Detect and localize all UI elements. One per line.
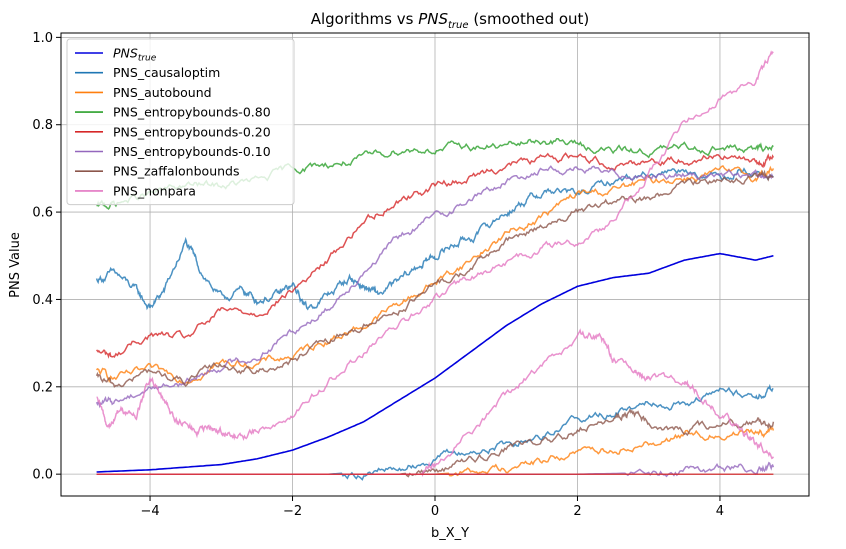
series-line-pns-nonpara	[96, 50, 774, 441]
legend-entry: PNS_entropybounds-0.80	[113, 105, 271, 120]
series-line-lower-bound	[96, 408, 775, 478]
legend-entry: PNS_nonpara	[113, 183, 196, 198]
series-line-lower-bound	[96, 425, 775, 477]
series-line-pns-entropybounds-0-10	[95, 165, 774, 409]
y-axis-label: PNS Value	[8, 232, 23, 298]
series-line-pns-zaffalonbounds	[95, 169, 774, 388]
series-line-pns-true	[96, 252, 774, 473]
series-line-pns-causaloptim	[95, 167, 774, 311]
y-axis-ticks: 0.0 0.2 0.4 0.6 0.8 1.0	[32, 31, 61, 483]
legend-box	[66, 38, 295, 206]
series-line-pns-entropybounds-0-20	[96, 152, 775, 359]
legend-entry: PNS_causaloptim	[113, 65, 220, 80]
x-axis-label: b_X_Y	[431, 526, 469, 541]
legend-entry: PNS_autobound	[113, 85, 212, 100]
series-lines	[95, 50, 775, 481]
y-tick-label: 0.6	[32, 206, 53, 221]
x-tick-label: −4	[140, 504, 159, 519]
legend-entry: PNS_entropybounds-0.10	[113, 144, 271, 159]
legend-entry: PNS_zaffalonbounds	[113, 164, 239, 179]
x-tick-label: −2	[283, 504, 302, 519]
chart-title: Algorithms vs PNStrue (smoothed out)	[311, 10, 590, 31]
y-tick-label: 1.0	[32, 31, 53, 46]
x-axis-ticks: −4 −2 0 2 4	[140, 496, 724, 519]
x-tick-label: 4	[716, 504, 724, 519]
series-line-lower-bound	[96, 328, 775, 478]
legend-entry: PNStrue	[113, 46, 157, 64]
y-tick-label: 0.0	[32, 468, 53, 483]
x-tick-label: 2	[573, 504, 581, 519]
y-tick-label: 0.2	[32, 380, 53, 395]
x-tick-label: 0	[431, 504, 439, 519]
y-tick-label: 0.8	[32, 118, 53, 133]
legend-entry: PNS_entropybounds-0.20	[113, 124, 271, 139]
y-tick-label: 0.4	[32, 293, 53, 308]
